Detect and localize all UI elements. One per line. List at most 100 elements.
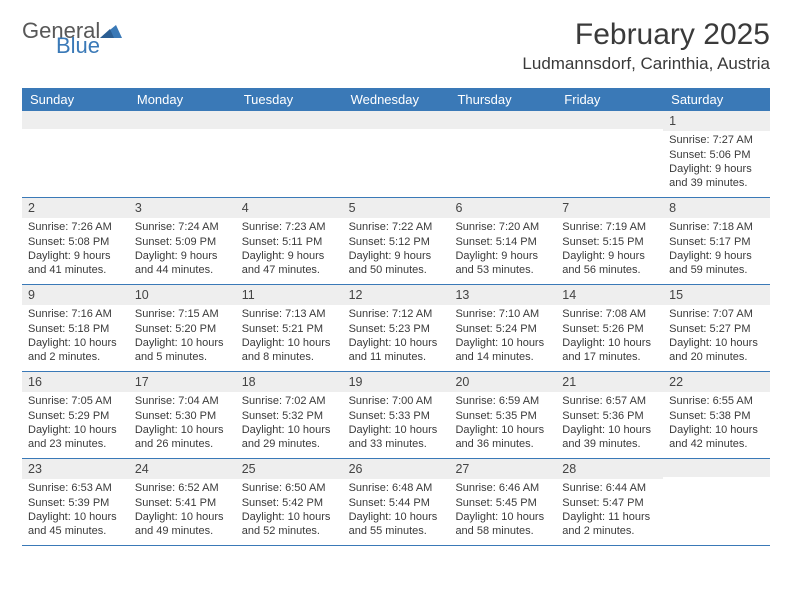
day-body: Sunrise: 6:46 AMSunset: 5:45 PMDaylight:… bbox=[449, 479, 556, 542]
day-number bbox=[22, 111, 129, 129]
daylight-text: Daylight: 10 hours and 52 minutes. bbox=[242, 510, 337, 539]
sunrise-text: Sunrise: 7:04 AM bbox=[135, 394, 230, 408]
sunset-text: Sunset: 5:30 PM bbox=[135, 409, 230, 423]
day-body: Sunrise: 6:59 AMSunset: 5:35 PMDaylight:… bbox=[449, 392, 556, 455]
day-number: 15 bbox=[663, 285, 770, 305]
daylight-text: Daylight: 10 hours and 45 minutes. bbox=[28, 510, 123, 539]
sunset-text: Sunset: 5:44 PM bbox=[349, 496, 444, 510]
sunrise-text: Sunrise: 7:18 AM bbox=[669, 220, 764, 234]
sunrise-text: Sunrise: 6:44 AM bbox=[562, 481, 657, 495]
sunset-text: Sunset: 5:11 PM bbox=[242, 235, 337, 249]
day-cell bbox=[236, 111, 343, 197]
day-body: Sunrise: 7:26 AMSunset: 5:08 PMDaylight:… bbox=[22, 218, 129, 281]
day-number: 19 bbox=[343, 372, 450, 392]
day-number: 10 bbox=[129, 285, 236, 305]
day-body: Sunrise: 6:44 AMSunset: 5:47 PMDaylight:… bbox=[556, 479, 663, 542]
day-body: Sunrise: 7:00 AMSunset: 5:33 PMDaylight:… bbox=[343, 392, 450, 455]
week-row: 1Sunrise: 7:27 AMSunset: 5:06 PMDaylight… bbox=[22, 111, 770, 198]
daylight-text: Daylight: 10 hours and 55 minutes. bbox=[349, 510, 444, 539]
brand-triangle-icon bbox=[100, 22, 122, 38]
title-block: February 2025 Ludmannsdorf, Carinthia, A… bbox=[522, 18, 770, 74]
day-number bbox=[556, 111, 663, 129]
daylight-text: Daylight: 10 hours and 49 minutes. bbox=[135, 510, 230, 539]
daylight-text: Daylight: 10 hours and 2 minutes. bbox=[28, 336, 123, 365]
day-number: 21 bbox=[556, 372, 663, 392]
day-body: Sunrise: 7:19 AMSunset: 5:15 PMDaylight:… bbox=[556, 218, 663, 281]
day-body bbox=[236, 129, 343, 135]
day-body: Sunrise: 6:53 AMSunset: 5:39 PMDaylight:… bbox=[22, 479, 129, 542]
sunset-text: Sunset: 5:36 PM bbox=[562, 409, 657, 423]
day-cell: 21Sunrise: 6:57 AMSunset: 5:36 PMDayligh… bbox=[556, 372, 663, 458]
day-body: Sunrise: 7:23 AMSunset: 5:11 PMDaylight:… bbox=[236, 218, 343, 281]
weekday-header: Tuesday bbox=[236, 88, 343, 111]
day-number: 17 bbox=[129, 372, 236, 392]
day-number: 4 bbox=[236, 198, 343, 218]
sunset-text: Sunset: 5:06 PM bbox=[669, 148, 764, 162]
sunrise-text: Sunrise: 6:52 AM bbox=[135, 481, 230, 495]
sunrise-text: Sunrise: 6:50 AM bbox=[242, 481, 337, 495]
sunset-text: Sunset: 5:38 PM bbox=[669, 409, 764, 423]
day-number: 8 bbox=[663, 198, 770, 218]
day-body: Sunrise: 7:24 AMSunset: 5:09 PMDaylight:… bbox=[129, 218, 236, 281]
weekday-header: Monday bbox=[129, 88, 236, 111]
sunset-text: Sunset: 5:08 PM bbox=[28, 235, 123, 249]
sunrise-text: Sunrise: 6:53 AM bbox=[28, 481, 123, 495]
sunset-text: Sunset: 5:33 PM bbox=[349, 409, 444, 423]
daylight-text: Daylight: 10 hours and 42 minutes. bbox=[669, 423, 764, 452]
day-body: Sunrise: 7:13 AMSunset: 5:21 PMDaylight:… bbox=[236, 305, 343, 368]
day-cell: 26Sunrise: 6:48 AMSunset: 5:44 PMDayligh… bbox=[343, 459, 450, 545]
daylight-text: Daylight: 10 hours and 8 minutes. bbox=[242, 336, 337, 365]
sunrise-text: Sunrise: 6:55 AM bbox=[669, 394, 764, 408]
sunrise-text: Sunrise: 7:20 AM bbox=[455, 220, 550, 234]
day-number: 14 bbox=[556, 285, 663, 305]
sunrise-text: Sunrise: 7:07 AM bbox=[669, 307, 764, 321]
sunrise-text: Sunrise: 7:23 AM bbox=[242, 220, 337, 234]
day-cell: 18Sunrise: 7:02 AMSunset: 5:32 PMDayligh… bbox=[236, 372, 343, 458]
calendar: Sunday Monday Tuesday Wednesday Thursday… bbox=[22, 88, 770, 546]
day-body: Sunrise: 7:02 AMSunset: 5:32 PMDaylight:… bbox=[236, 392, 343, 455]
sunset-text: Sunset: 5:29 PM bbox=[28, 409, 123, 423]
day-cell: 15Sunrise: 7:07 AMSunset: 5:27 PMDayligh… bbox=[663, 285, 770, 371]
brand-blue: Blue bbox=[56, 37, 100, 56]
daylight-text: Daylight: 11 hours and 2 minutes. bbox=[562, 510, 657, 539]
day-body: Sunrise: 7:27 AMSunset: 5:06 PMDaylight:… bbox=[663, 131, 770, 194]
day-cell: 12Sunrise: 7:12 AMSunset: 5:23 PMDayligh… bbox=[343, 285, 450, 371]
day-number: 20 bbox=[449, 372, 556, 392]
day-body: Sunrise: 7:07 AMSunset: 5:27 PMDaylight:… bbox=[663, 305, 770, 368]
daylight-text: Daylight: 10 hours and 26 minutes. bbox=[135, 423, 230, 452]
sunset-text: Sunset: 5:15 PM bbox=[562, 235, 657, 249]
day-body: Sunrise: 7:15 AMSunset: 5:20 PMDaylight:… bbox=[129, 305, 236, 368]
day-cell: 27Sunrise: 6:46 AMSunset: 5:45 PMDayligh… bbox=[449, 459, 556, 545]
sunset-text: Sunset: 5:09 PM bbox=[135, 235, 230, 249]
daylight-text: Daylight: 9 hours and 53 minutes. bbox=[455, 249, 550, 278]
day-cell bbox=[556, 111, 663, 197]
day-cell: 25Sunrise: 6:50 AMSunset: 5:42 PMDayligh… bbox=[236, 459, 343, 545]
sunset-text: Sunset: 5:45 PM bbox=[455, 496, 550, 510]
sunset-text: Sunset: 5:27 PM bbox=[669, 322, 764, 336]
sunrise-text: Sunrise: 7:19 AM bbox=[562, 220, 657, 234]
day-cell bbox=[449, 111, 556, 197]
day-number: 27 bbox=[449, 459, 556, 479]
day-body bbox=[22, 129, 129, 135]
day-cell: 23Sunrise: 6:53 AMSunset: 5:39 PMDayligh… bbox=[22, 459, 129, 545]
day-cell bbox=[343, 111, 450, 197]
daylight-text: Daylight: 9 hours and 41 minutes. bbox=[28, 249, 123, 278]
day-number: 11 bbox=[236, 285, 343, 305]
day-cell: 4Sunrise: 7:23 AMSunset: 5:11 PMDaylight… bbox=[236, 198, 343, 284]
day-number: 12 bbox=[343, 285, 450, 305]
day-cell bbox=[129, 111, 236, 197]
day-number: 18 bbox=[236, 372, 343, 392]
day-cell: 13Sunrise: 7:10 AMSunset: 5:24 PMDayligh… bbox=[449, 285, 556, 371]
sunrise-text: Sunrise: 7:26 AM bbox=[28, 220, 123, 234]
day-number: 24 bbox=[129, 459, 236, 479]
day-number: 28 bbox=[556, 459, 663, 479]
sunset-text: Sunset: 5:20 PM bbox=[135, 322, 230, 336]
day-cell: 7Sunrise: 7:19 AMSunset: 5:15 PMDaylight… bbox=[556, 198, 663, 284]
day-body: Sunrise: 6:50 AMSunset: 5:42 PMDaylight:… bbox=[236, 479, 343, 542]
sunrise-text: Sunrise: 6:48 AM bbox=[349, 481, 444, 495]
daylight-text: Daylight: 10 hours and 58 minutes. bbox=[455, 510, 550, 539]
day-cell: 28Sunrise: 6:44 AMSunset: 5:47 PMDayligh… bbox=[556, 459, 663, 545]
sunrise-text: Sunrise: 7:16 AM bbox=[28, 307, 123, 321]
day-body: Sunrise: 7:16 AMSunset: 5:18 PMDaylight:… bbox=[22, 305, 129, 368]
daylight-text: Daylight: 10 hours and 5 minutes. bbox=[135, 336, 230, 365]
